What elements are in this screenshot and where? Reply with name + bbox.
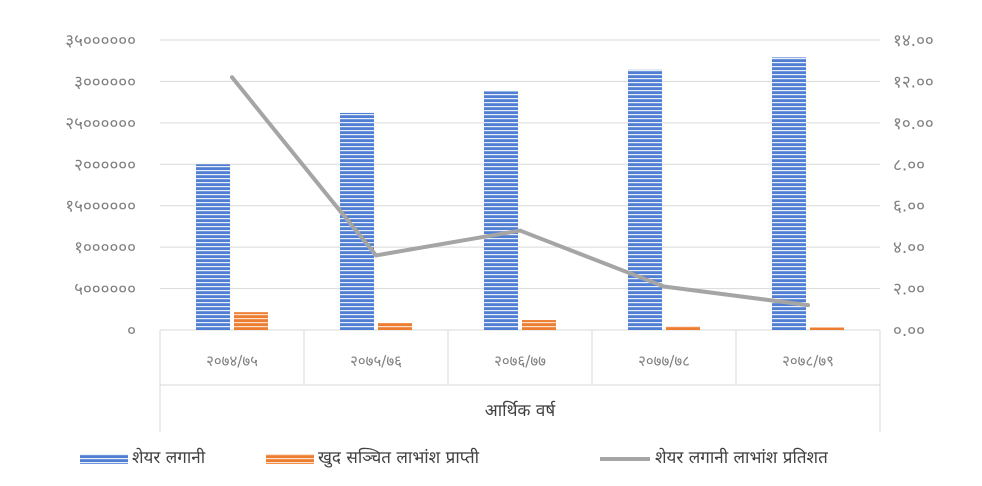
y2-tick-label: १२.००: [893, 72, 934, 92]
y-tick-label: ०: [127, 321, 136, 341]
y-tick-label: १००००००: [74, 238, 136, 258]
bars: [196, 57, 844, 331]
y2-tick-label: १४.००: [893, 31, 934, 51]
y-tick-label: ३००००००: [74, 72, 136, 92]
x-axis-ticks: २०७४/७५ २०७५/७६ २०७६/७७ २०७७/७८ २०७८/७९: [206, 352, 834, 370]
y-tick-label: १५००००००: [65, 197, 136, 217]
x-tick-label: २०७६/७७: [494, 352, 546, 370]
line-point: [518, 228, 522, 233]
y-axis-ticks: ० ५०००००० १०००००० १५०००००० २०००००० २५०००००० ३०…: [65, 31, 136, 341]
bar-share-investment: [772, 57, 806, 331]
line-point: [806, 303, 810, 308]
x-tick-label: २०७४/७५: [206, 352, 258, 370]
x-tick-label: २०७५/७६: [350, 352, 402, 370]
legend-label-net-dividend: खुद सञ्चित लाभांश प्राप्ती: [318, 447, 480, 468]
y-tick-label: २५००००००: [65, 114, 136, 134]
y2-axis-ticks: ०.०० २.०० ४.०० ६.०० ८.०० १०.०० १२.०० १४.००: [893, 31, 934, 341]
bar-net-dividend: [378, 322, 412, 330]
legend-swatch-share-investment: [80, 454, 128, 464]
line-series: [230, 75, 810, 308]
y2-tick-label: ४.००: [893, 238, 925, 258]
bar-share-investment: [628, 69, 662, 330]
bar-net-dividend: [810, 327, 844, 330]
line-point: [374, 253, 378, 258]
x-tick-label: २०७८/७९: [782, 352, 834, 370]
legend: शेयर लगानी खुद सञ्चित लाभांश प्राप्ती शेयर…: [80, 447, 828, 468]
y2-tick-label: ६.००: [893, 197, 925, 217]
y2-tick-label: ०.००: [893, 321, 925, 341]
legend-label-share-investment: शेयर लगानी: [132, 447, 206, 468]
x-axis-title: आर्थिक वर्ष: [485, 400, 557, 421]
legend-swatch-net-dividend: [266, 454, 314, 464]
y2-tick-label: २.००: [893, 280, 925, 300]
legend-label-dividend-percent: शेयर लगानी लाभांश प्रतिशत: [655, 447, 828, 468]
bar-share-investment: [340, 112, 374, 331]
y-tick-label: २००००००: [74, 155, 136, 175]
axis-frame: [159, 329, 881, 432]
bar-share-investment: [196, 164, 230, 330]
bar-net-dividend: [234, 312, 268, 330]
bar-net-dividend: [666, 326, 700, 330]
line-point: [230, 75, 234, 80]
y2-tick-label: १०.००: [893, 114, 934, 134]
bar-net-dividend: [522, 320, 556, 330]
line-point: [662, 284, 666, 289]
y-tick-label: ५००००००: [74, 280, 136, 300]
bar-share-investment: [484, 91, 518, 330]
y-tick-label: ३५००००००: [65, 31, 136, 51]
x-tick-label: २०७७/७८: [638, 352, 690, 370]
y2-tick-label: ८.००: [893, 155, 925, 175]
